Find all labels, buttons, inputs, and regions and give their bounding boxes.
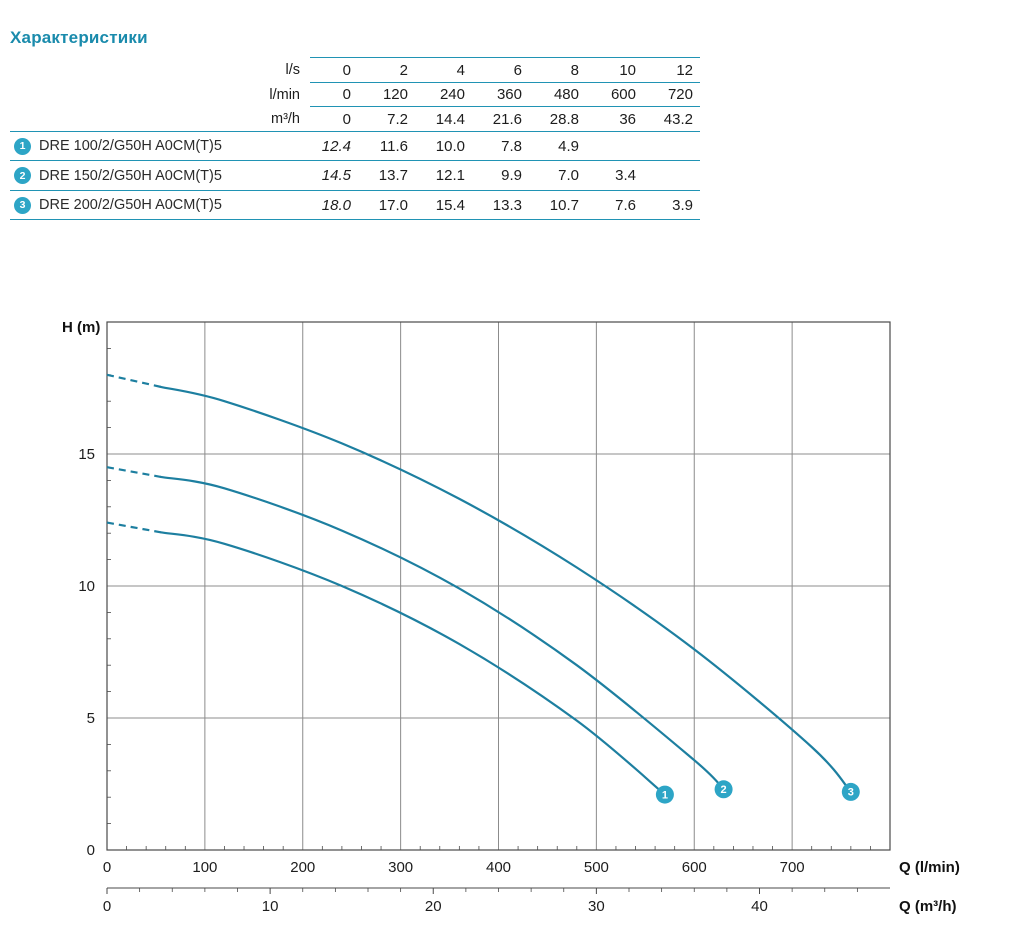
x-tick-label-lmin: 0 (103, 859, 111, 876)
value-cell: 13.3 (492, 196, 522, 214)
curve-badge-label: 2 (721, 784, 727, 796)
curve-3 (159, 385, 852, 793)
value-cell: 3.9 (672, 196, 693, 214)
x-tick-label-lmin: 600 (682, 859, 707, 876)
curve-badge-label: 3 (848, 787, 854, 799)
header-cell: 14.4 (435, 110, 465, 128)
table-divider (310, 106, 700, 107)
x-tick-label-lmin: 100 (192, 859, 217, 876)
curve-1 (159, 531, 666, 796)
value-cell: 12.4 (321, 137, 351, 155)
header-cell: 0 (342, 86, 351, 103)
header-cell: 240 (439, 86, 465, 103)
model-name: DRE 150/2/G50H A0CM(T)5 (39, 167, 222, 184)
header-cell: 21.6 (492, 110, 522, 128)
model-cell: 1 DRE 100/2/G50H A0CM(T)5 (10, 137, 300, 155)
y-tick-label: 0 (87, 842, 95, 859)
header-cell: 36 (619, 110, 636, 128)
model-cell: 3 DRE 200/2/G50H A0CM(T)5 (10, 196, 300, 214)
value-cell: 12.1 (435, 167, 465, 184)
x-axis-label-m3h: Q (m³/h) (899, 898, 957, 915)
curve-badge-1 (655, 785, 674, 804)
table-row: 2 DRE 150/2/G50H A0CM(T)5 14.5 13.7 12.1… (10, 161, 700, 190)
model-cell: 2 DRE 150/2/G50H A0CM(T)5 (10, 167, 300, 184)
value-cell: 7.6 (615, 196, 636, 214)
value-cell: 7.0 (558, 167, 579, 184)
x-tick-label-lmin: 500 (584, 859, 609, 876)
table-header-row-lmin: l/min 0 120 240 360 480 600 720 (10, 83, 700, 106)
y-axis-label: H (m) (62, 319, 100, 336)
plot-border (106, 321, 891, 851)
header-cell: 28.8 (549, 110, 579, 128)
header-cell: 4 (456, 61, 465, 79)
model-name: DRE 100/2/G50H A0CM(T)5 (39, 138, 222, 154)
header-cell: 12 (676, 61, 693, 79)
value-cell: 13.7 (378, 167, 408, 184)
value-cell: 15.4 (435, 196, 465, 214)
header-cell: 8 (570, 61, 579, 79)
x-tick-label-lmin: 400 (486, 859, 511, 876)
header-cell: 120 (382, 86, 408, 103)
model-name: DRE 200/2/G50H A0CM(T)5 (39, 197, 222, 213)
header-cell: 720 (667, 86, 693, 103)
row-badge: 2 (14, 167, 31, 184)
value-cell: 9.9 (501, 167, 522, 184)
header-cell: 10 (619, 61, 636, 79)
x-tick-label-m3h: 0 (103, 898, 111, 915)
x-tick-label-lmin: 700 (780, 859, 805, 876)
curve-badge-3 (841, 782, 860, 801)
unit-label: m³/h (271, 111, 300, 127)
x-tick-label-m3h: 20 (425, 898, 442, 915)
header-cell: 7.2 (387, 110, 408, 128)
header-cell: 6 (513, 61, 522, 79)
row-badge: 1 (14, 137, 31, 155)
header-cell: 0 (342, 61, 351, 79)
header-cell: 2 (399, 61, 408, 79)
curve-3-dashed (106, 373, 162, 388)
x-tick-label-m3h: 10 (262, 898, 279, 915)
curve-badge-2 (714, 780, 733, 799)
x-tick-label-m3h: 40 (751, 898, 768, 915)
table-row: 3 DRE 200/2/G50H A0CM(T)5 18.0 17.0 15.4… (10, 191, 700, 219)
header-cell: 600 (610, 86, 636, 103)
table-row: 1 DRE 100/2/G50H A0CM(T)5 12.4 11.6 10.0… (10, 132, 700, 160)
curve-badge-label: 1 (662, 789, 668, 801)
value-cell: 4.9 (558, 137, 579, 155)
header-cell: 0 (342, 110, 351, 128)
x-tick-label-lmin: 300 (388, 859, 413, 876)
value-cell: 10.7 (549, 196, 579, 214)
value-cell: 17.0 (378, 196, 408, 214)
unit-label: l/s (285, 62, 301, 78)
curve-2-dashed (106, 466, 161, 478)
curve-1-dashed (106, 521, 161, 534)
value-cell: 14.5 (321, 167, 351, 184)
x-tick-label-lmin: 200 (290, 859, 315, 876)
table-divider (10, 219, 700, 220)
page-title: Характеристики (10, 28, 148, 47)
table-divider (10, 160, 700, 161)
table-divider (310, 82, 700, 83)
value-cell: 3.4 (615, 167, 636, 184)
curve-2 (159, 475, 725, 791)
y-tick-label: 5 (87, 710, 95, 727)
value-cell: 18.0 (321, 196, 351, 214)
header-cell: 480 (553, 86, 579, 103)
value-cell: 11.6 (379, 137, 408, 155)
row-badge: 3 (14, 196, 31, 214)
table-header-row-ls: l/s 0 2 4 6 8 10 12 (10, 58, 700, 82)
y-tick-label: 10 (78, 578, 95, 595)
table-divider (10, 190, 700, 191)
x-axis-label-lmin: Q (l/min) (899, 859, 960, 876)
value-cell: 10.0 (435, 137, 465, 155)
unit-label: l/min (269, 86, 300, 103)
y-tick-label: 15 (78, 446, 95, 463)
table-header-row-m3h: m³/h 0 7.2 14.4 21.6 28.8 36 43.2 (10, 107, 700, 131)
value-cell: 7.8 (501, 137, 522, 155)
x-tick-label-m3h: 30 (588, 898, 605, 915)
header-cell: 360 (496, 86, 522, 103)
table-divider (10, 131, 700, 132)
header-cell: 43.2 (663, 110, 693, 128)
table-divider (310, 57, 700, 58)
